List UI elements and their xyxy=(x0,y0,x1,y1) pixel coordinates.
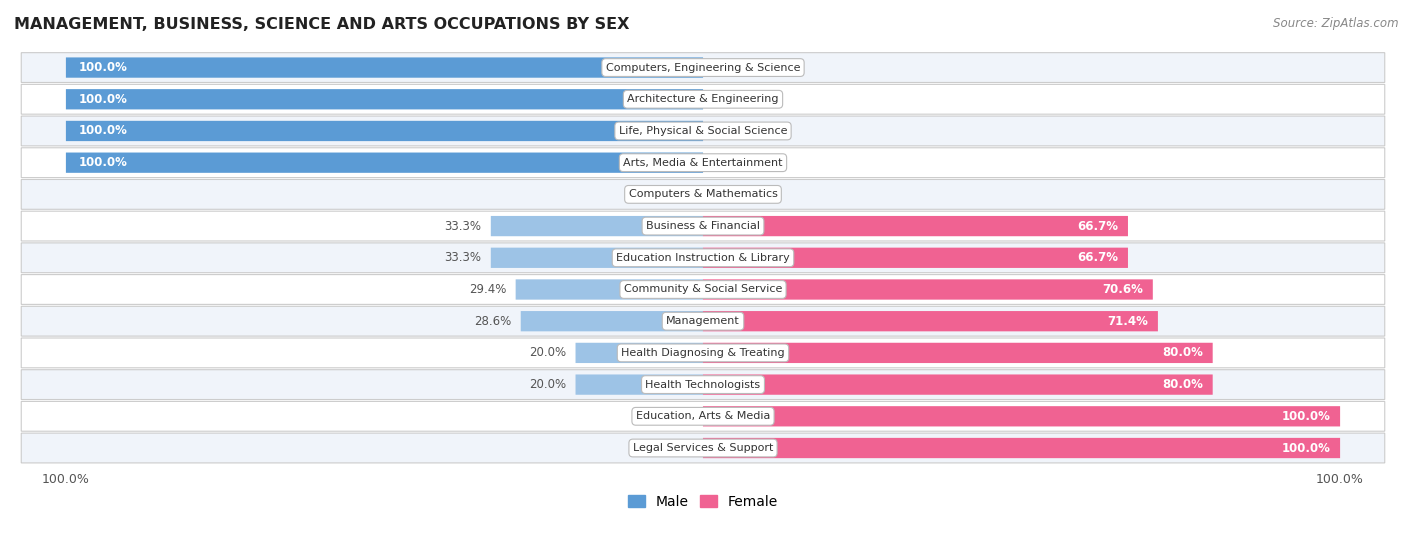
FancyBboxPatch shape xyxy=(703,216,1128,236)
Text: MANAGEMENT, BUSINESS, SCIENCE AND ARTS OCCUPATIONS BY SEX: MANAGEMENT, BUSINESS, SCIENCE AND ARTS O… xyxy=(14,17,630,32)
Text: 71.4%: 71.4% xyxy=(1108,315,1149,328)
Text: Legal Services & Support: Legal Services & Support xyxy=(633,443,773,453)
FancyBboxPatch shape xyxy=(21,338,1385,368)
FancyBboxPatch shape xyxy=(703,375,1213,395)
FancyBboxPatch shape xyxy=(520,311,703,331)
FancyBboxPatch shape xyxy=(575,375,703,395)
Text: Computers, Engineering & Science: Computers, Engineering & Science xyxy=(606,63,800,73)
Text: Business & Financial: Business & Financial xyxy=(645,221,761,231)
Text: 66.7%: 66.7% xyxy=(1077,220,1118,233)
Text: 20.0%: 20.0% xyxy=(529,347,567,359)
Text: 100.0%: 100.0% xyxy=(79,61,128,74)
Text: 66.7%: 66.7% xyxy=(1077,252,1118,264)
Text: 0.0%: 0.0% xyxy=(716,188,745,201)
FancyBboxPatch shape xyxy=(21,306,1385,336)
Text: 0.0%: 0.0% xyxy=(661,188,690,201)
Text: Education, Arts & Media: Education, Arts & Media xyxy=(636,411,770,421)
Text: 0.0%: 0.0% xyxy=(716,125,745,138)
Legend: Male, Female: Male, Female xyxy=(623,489,783,514)
FancyBboxPatch shape xyxy=(21,84,1385,114)
FancyBboxPatch shape xyxy=(491,248,703,268)
FancyBboxPatch shape xyxy=(703,438,1340,458)
Text: Education Instruction & Library: Education Instruction & Library xyxy=(616,253,790,263)
Text: 100.0%: 100.0% xyxy=(1282,410,1330,423)
FancyBboxPatch shape xyxy=(21,211,1385,241)
FancyBboxPatch shape xyxy=(66,58,703,78)
FancyBboxPatch shape xyxy=(575,343,703,363)
FancyBboxPatch shape xyxy=(21,53,1385,83)
Text: 0.0%: 0.0% xyxy=(716,156,745,169)
Text: 70.6%: 70.6% xyxy=(1102,283,1143,296)
Text: 80.0%: 80.0% xyxy=(1163,378,1204,391)
FancyBboxPatch shape xyxy=(66,153,703,173)
Text: 80.0%: 80.0% xyxy=(1163,347,1204,359)
FancyBboxPatch shape xyxy=(21,179,1385,209)
Text: 100.0%: 100.0% xyxy=(79,93,128,106)
Text: 0.0%: 0.0% xyxy=(716,61,745,74)
Text: 100.0%: 100.0% xyxy=(79,156,128,169)
FancyBboxPatch shape xyxy=(21,243,1385,273)
Text: 0.0%: 0.0% xyxy=(716,93,745,106)
Text: 28.6%: 28.6% xyxy=(474,315,512,328)
FancyBboxPatch shape xyxy=(21,148,1385,178)
Text: Source: ZipAtlas.com: Source: ZipAtlas.com xyxy=(1274,17,1399,30)
Text: 33.3%: 33.3% xyxy=(444,252,481,264)
FancyBboxPatch shape xyxy=(21,433,1385,463)
Text: Management: Management xyxy=(666,316,740,326)
Text: 0.0%: 0.0% xyxy=(661,410,690,423)
FancyBboxPatch shape xyxy=(21,401,1385,431)
Text: Arts, Media & Entertainment: Arts, Media & Entertainment xyxy=(623,158,783,168)
Text: Architecture & Engineering: Architecture & Engineering xyxy=(627,94,779,105)
Text: 33.3%: 33.3% xyxy=(444,220,481,233)
FancyBboxPatch shape xyxy=(703,406,1340,427)
FancyBboxPatch shape xyxy=(516,280,703,300)
FancyBboxPatch shape xyxy=(21,369,1385,400)
Text: Health Diagnosing & Treating: Health Diagnosing & Treating xyxy=(621,348,785,358)
FancyBboxPatch shape xyxy=(491,216,703,236)
FancyBboxPatch shape xyxy=(703,280,1153,300)
Text: Health Technologists: Health Technologists xyxy=(645,380,761,390)
FancyBboxPatch shape xyxy=(21,116,1385,146)
Text: 0.0%: 0.0% xyxy=(661,442,690,454)
Text: Community & Social Service: Community & Social Service xyxy=(624,285,782,295)
Text: 29.4%: 29.4% xyxy=(468,283,506,296)
FancyBboxPatch shape xyxy=(66,89,703,110)
FancyBboxPatch shape xyxy=(703,248,1128,268)
FancyBboxPatch shape xyxy=(703,343,1213,363)
Text: 100.0%: 100.0% xyxy=(1282,442,1330,454)
Text: Computers & Mathematics: Computers & Mathematics xyxy=(628,190,778,200)
FancyBboxPatch shape xyxy=(66,121,703,141)
Text: 100.0%: 100.0% xyxy=(79,125,128,138)
FancyBboxPatch shape xyxy=(703,311,1159,331)
Text: 20.0%: 20.0% xyxy=(529,378,567,391)
FancyBboxPatch shape xyxy=(21,274,1385,305)
Text: Life, Physical & Social Science: Life, Physical & Social Science xyxy=(619,126,787,136)
